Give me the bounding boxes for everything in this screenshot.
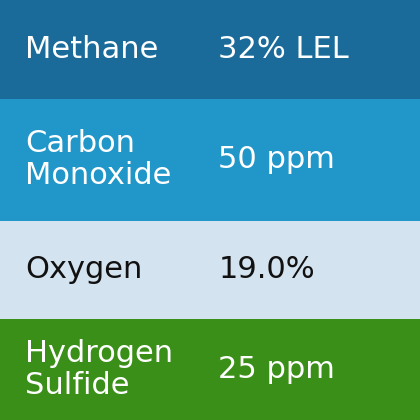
Bar (0, 220, 420, 319)
Text: 50 ppm: 50 ppm (218, 145, 335, 174)
Text: 19.0%: 19.0% (218, 255, 315, 284)
Text: Hydrogen
Sulfide: Hydrogen Sulfide (25, 339, 173, 400)
Text: Methane: Methane (25, 35, 159, 64)
Bar (0, 319, 420, 420)
Text: Oxygen: Oxygen (25, 255, 142, 284)
Text: 32% LEL: 32% LEL (218, 35, 349, 64)
Bar (0, 0, 420, 99)
Text: Carbon
Monoxide: Carbon Monoxide (25, 129, 172, 190)
Text: 25 ppm: 25 ppm (218, 355, 335, 384)
Bar (0, 99, 420, 220)
